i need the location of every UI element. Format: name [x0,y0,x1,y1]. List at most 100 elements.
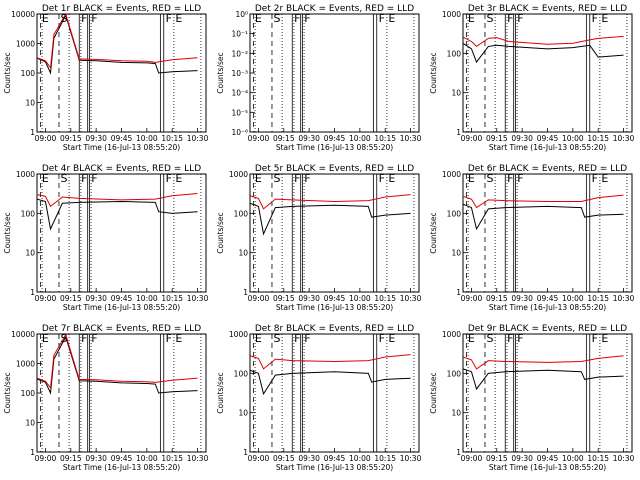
x-tick-label: 10:30 [187,134,209,143]
y-tick-label: 1000 [229,330,248,339]
x-tick-label: 10:00 [349,294,371,303]
y-tick-label: 100 [447,49,462,58]
marker-label: S [60,332,67,345]
x-axis-label: Start Time (16-Jul-13 08:55:20) [489,463,606,472]
chart-title: Det 7r BLACK = Events, RED = LLD [42,324,201,334]
marker-label: E [388,172,395,185]
series-line-lld [250,354,411,370]
y-tick-label: 10 [25,419,35,428]
x-tick-label: 10:00 [349,134,371,143]
marker-label: E [42,172,49,185]
series-line-lld [250,194,411,210]
marker-label: E [255,12,262,25]
y-tick-label: 1 [30,448,35,457]
x-tick-label: 09:00 [248,134,270,143]
plot-frame [36,13,207,133]
x-tick-label: 10:00 [562,134,584,143]
marker-label: E [468,172,475,185]
marker-label: E [255,172,262,185]
plot-area [252,14,415,132]
x-tick-label: 10:15 [587,454,609,463]
plot-frame [249,13,420,133]
marker-label: F [166,332,172,345]
series-line-events [250,202,411,236]
x-tick-label: 09:45 [324,454,346,463]
x-tick-label: 10:30 [613,134,635,143]
y-tick-label: 10 [238,249,248,258]
x-tick-label: 09:15 [273,454,295,463]
y-axis-label: Counts/sec [3,372,12,413]
x-tick-label: 10:15 [587,134,609,143]
y-axis-label: Counts/sec [3,52,12,93]
y-tick-label: 1000 [442,170,461,179]
marker-label: F [91,172,97,185]
marker-label: F [294,332,300,345]
marker-label: E [388,12,395,25]
x-tick-label: 10:15 [374,454,396,463]
marker-label: F [91,12,97,25]
x-tick-label: 10:30 [400,294,422,303]
y-tick-label: 10⁻⁶ [231,128,248,137]
marker-label: F [507,332,513,345]
marker-label: S [273,12,280,25]
x-tick-label: 09:45 [111,134,133,143]
x-tick-label: 10:15 [161,294,183,303]
y-tick-label: 1 [456,128,461,137]
plot-frame [249,173,420,293]
y-tick-label: 10 [25,99,35,108]
x-tick-label: 10:30 [613,454,635,463]
x-tick-label: 09:45 [111,454,133,463]
marker-label: E [175,332,182,345]
y-tick-label: 10⁻³ [231,69,248,78]
x-tick-label: 09:30 [511,294,533,303]
chart-title: Det 2r BLACK = Events, RED = LLD [255,4,414,14]
chart-title: Det 1r BLACK = Events, RED = LLD [42,4,201,14]
plot-area [250,174,415,292]
marker-label: S [60,12,67,25]
marker-label: E [601,12,608,25]
plot-area [463,14,628,132]
series-line-events [37,335,198,395]
x-tick-label: 09:15 [60,454,82,463]
x-axis-label: Start Time (16-Jul-13 08:55:20) [63,143,180,152]
y-tick-label: 10 [451,89,461,98]
y-tick-label: 10⁻⁵ [231,108,248,117]
marker-label: E [175,12,182,25]
x-tick-label: 09:30 [85,454,107,463]
y-axis-label: Counts/sec [216,52,225,93]
chart-title: Det 3r BLACK = Events, RED = LLD [468,4,627,14]
x-axis-label: Start Time (16-Jul-13 08:55:20) [489,303,606,312]
x-tick-label: 09:15 [486,454,508,463]
x-tick-label: 10:30 [187,454,209,463]
marker-label: F [517,332,523,345]
y-tick-label: 100 [21,209,36,218]
y-tick-label: 100 [447,209,462,218]
x-tick-label: 09:30 [511,454,533,463]
series-line-events [37,198,198,231]
y-tick-label: 1 [243,448,248,457]
x-axis-label: Start Time (16-Jul-13 08:55:20) [276,303,393,312]
marker-label: F [592,12,598,25]
series-line-lld [37,14,198,70]
x-tick-label: 09:30 [298,454,320,463]
y-axis-label: Counts/sec [429,212,438,253]
marker-label: E [42,12,49,25]
y-tick-label: 100 [234,209,249,218]
x-tick-label: 09:45 [111,294,133,303]
x-tick-label: 09:00 [248,454,270,463]
y-tick-label: 10⁻² [231,49,248,58]
y-tick-label: 100 [21,69,36,78]
marker-label: F [379,332,385,345]
y-tick-label: 1000 [442,10,461,19]
x-tick-label: 10:00 [349,454,371,463]
x-tick-label: 09:15 [486,294,508,303]
x-tick-label: 10:30 [400,454,422,463]
x-tick-label: 09:45 [324,294,346,303]
marker-label: F [166,172,172,185]
x-tick-label: 09:30 [298,134,320,143]
y-axis-label: Counts/sec [429,52,438,93]
y-tick-label: 10⁻⁴ [231,89,248,98]
x-tick-label: 10:00 [136,454,158,463]
x-tick-label: 09:30 [85,134,107,143]
